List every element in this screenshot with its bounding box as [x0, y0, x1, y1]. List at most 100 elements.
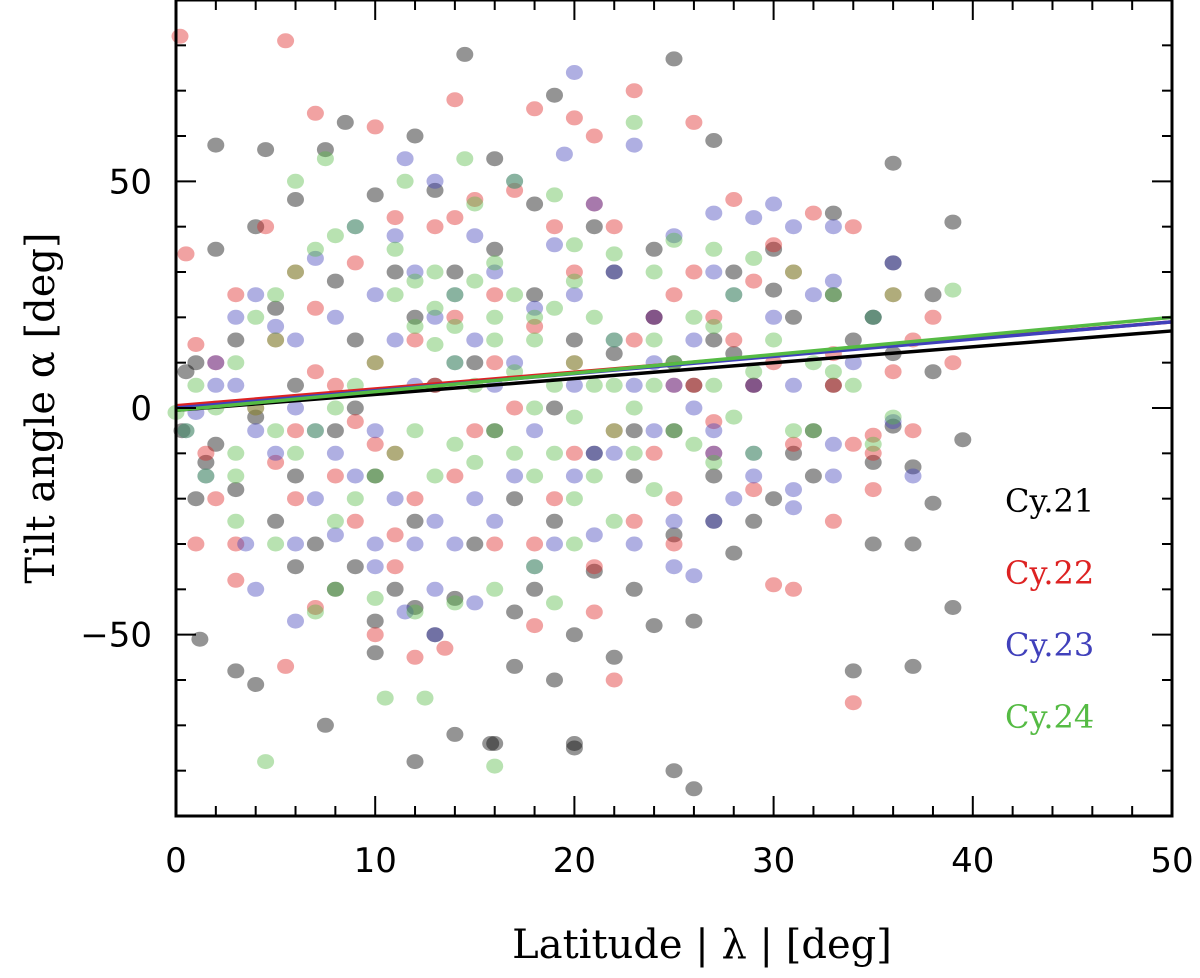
- point-cy23-104: [645, 309, 663, 325]
- y-tick-label: −50: [80, 616, 152, 656]
- point-cy21-27: [227, 663, 245, 679]
- point-cy24-70: [625, 400, 643, 416]
- point-cy21-55: [197, 454, 215, 470]
- legend-label-cy22: Cy.22: [1005, 554, 1094, 592]
- point-cy24-28: [376, 690, 394, 706]
- point-cy23-4: [426, 173, 444, 189]
- point-cy23-30: [466, 595, 484, 611]
- point-cy23-63: [565, 468, 583, 484]
- point-cy23-88: [346, 468, 364, 484]
- point-cy23-76: [346, 219, 364, 235]
- point-cy22-37: [765, 237, 783, 253]
- point-cy23-44: [227, 309, 245, 325]
- point-cy23-108: [466, 332, 484, 348]
- point-cy21-50: [247, 219, 265, 235]
- point-cy21-22: [486, 736, 504, 751]
- y-tick-label: 50: [109, 162, 152, 202]
- point-cy23-45: [247, 287, 265, 303]
- point-cy22-62: [605, 423, 623, 439]
- point-cy22-98: [486, 355, 504, 371]
- fit-line-cy21: [175, 329, 1173, 413]
- point-cy22-4: [446, 92, 464, 108]
- point-cy21-2: [316, 142, 334, 158]
- point-cy23-12: [765, 196, 783, 212]
- point-cy23-1: [625, 137, 643, 153]
- point-cy23-52: [526, 300, 544, 316]
- point-cy23-59: [804, 287, 822, 303]
- point-cy21-14: [924, 495, 942, 511]
- point-cy23-105: [605, 332, 623, 348]
- point-cy22-44: [486, 287, 504, 303]
- axis-ticks: [175, 0, 1173, 817]
- point-cy22-6: [565, 110, 583, 126]
- point-cy24-107: [346, 491, 364, 507]
- point-cy24-93: [585, 309, 603, 325]
- point-cy21-116: [506, 658, 524, 674]
- point-cy22-61: [546, 219, 563, 235]
- point-cy24-92: [565, 273, 583, 289]
- x-axis-label: Latitude | λ | [deg]: [512, 922, 892, 968]
- point-cy24-5: [466, 196, 484, 212]
- point-cy22-40: [645, 309, 663, 325]
- point-cy22-82: [506, 400, 524, 416]
- point-cy22-43: [526, 318, 544, 334]
- point-cy21-41: [864, 309, 882, 325]
- point-cy23-18: [904, 468, 922, 484]
- point-cy21-25: [406, 754, 424, 770]
- point-cy22-102: [306, 364, 324, 380]
- point-cy22-38: [725, 192, 743, 207]
- point-cy23-2: [555, 146, 573, 162]
- point-cy22-103: [267, 332, 285, 348]
- point-cy21-90: [565, 332, 583, 348]
- point-cy21-35: [765, 491, 783, 507]
- point-cy21-45: [585, 219, 603, 235]
- x-tick-label: 30: [752, 841, 795, 881]
- point-cy22-55: [306, 300, 324, 316]
- point-cy23-46: [287, 332, 304, 348]
- point-cy21-97: [326, 273, 344, 289]
- point-cy21-63: [546, 513, 563, 529]
- point-cy22-107: [446, 210, 464, 226]
- point-cy24-74: [366, 355, 384, 371]
- point-cy22-26: [705, 445, 723, 461]
- point-cy23-71: [247, 423, 265, 439]
- point-cy22-78: [326, 468, 344, 484]
- point-cy22-101: [346, 414, 364, 430]
- point-cy22-8: [585, 128, 603, 144]
- point-cy23-94: [625, 377, 643, 393]
- point-cy24-100: [466, 454, 484, 470]
- legend-label-cy23: Cy.23: [1005, 626, 1094, 664]
- point-cy21-62: [506, 491, 524, 507]
- x-tick-label: 20: [553, 841, 596, 881]
- point-cy23-95: [665, 377, 683, 393]
- point-cy21-93: [685, 377, 703, 393]
- point-cy24-43: [306, 241, 324, 257]
- point-cy22-96: [665, 377, 683, 393]
- point-cy21-81: [446, 590, 464, 606]
- point-cy22-53: [177, 246, 195, 262]
- point-cy24-121: [705, 318, 723, 334]
- point-cy23-38: [287, 613, 304, 629]
- point-cy22-47: [366, 355, 384, 371]
- point-cy21-32: [605, 649, 623, 665]
- point-cy21-19: [685, 781, 703, 797]
- point-cy24-20: [565, 536, 583, 552]
- point-cy23-60: [685, 400, 703, 416]
- point-cy22-56: [346, 255, 364, 271]
- point-cy21-18: [864, 536, 882, 552]
- point-cy23-66: [446, 355, 464, 371]
- point-cy24-29: [416, 690, 434, 706]
- point-cy24-32: [306, 604, 324, 620]
- point-cy21-74: [804, 468, 822, 484]
- point-cy24-56: [765, 332, 783, 348]
- point-cy24-25: [366, 590, 384, 606]
- point-cy21-49: [287, 192, 304, 207]
- point-cy21-86: [346, 332, 364, 348]
- point-cy24-35: [197, 468, 215, 484]
- point-cy22-20: [446, 468, 464, 484]
- point-cy21-39: [824, 377, 842, 393]
- point-cy24-116: [316, 151, 334, 167]
- point-cy24-50: [526, 332, 544, 348]
- point-cy24-58: [844, 377, 862, 393]
- point-cy22-110: [526, 536, 544, 552]
